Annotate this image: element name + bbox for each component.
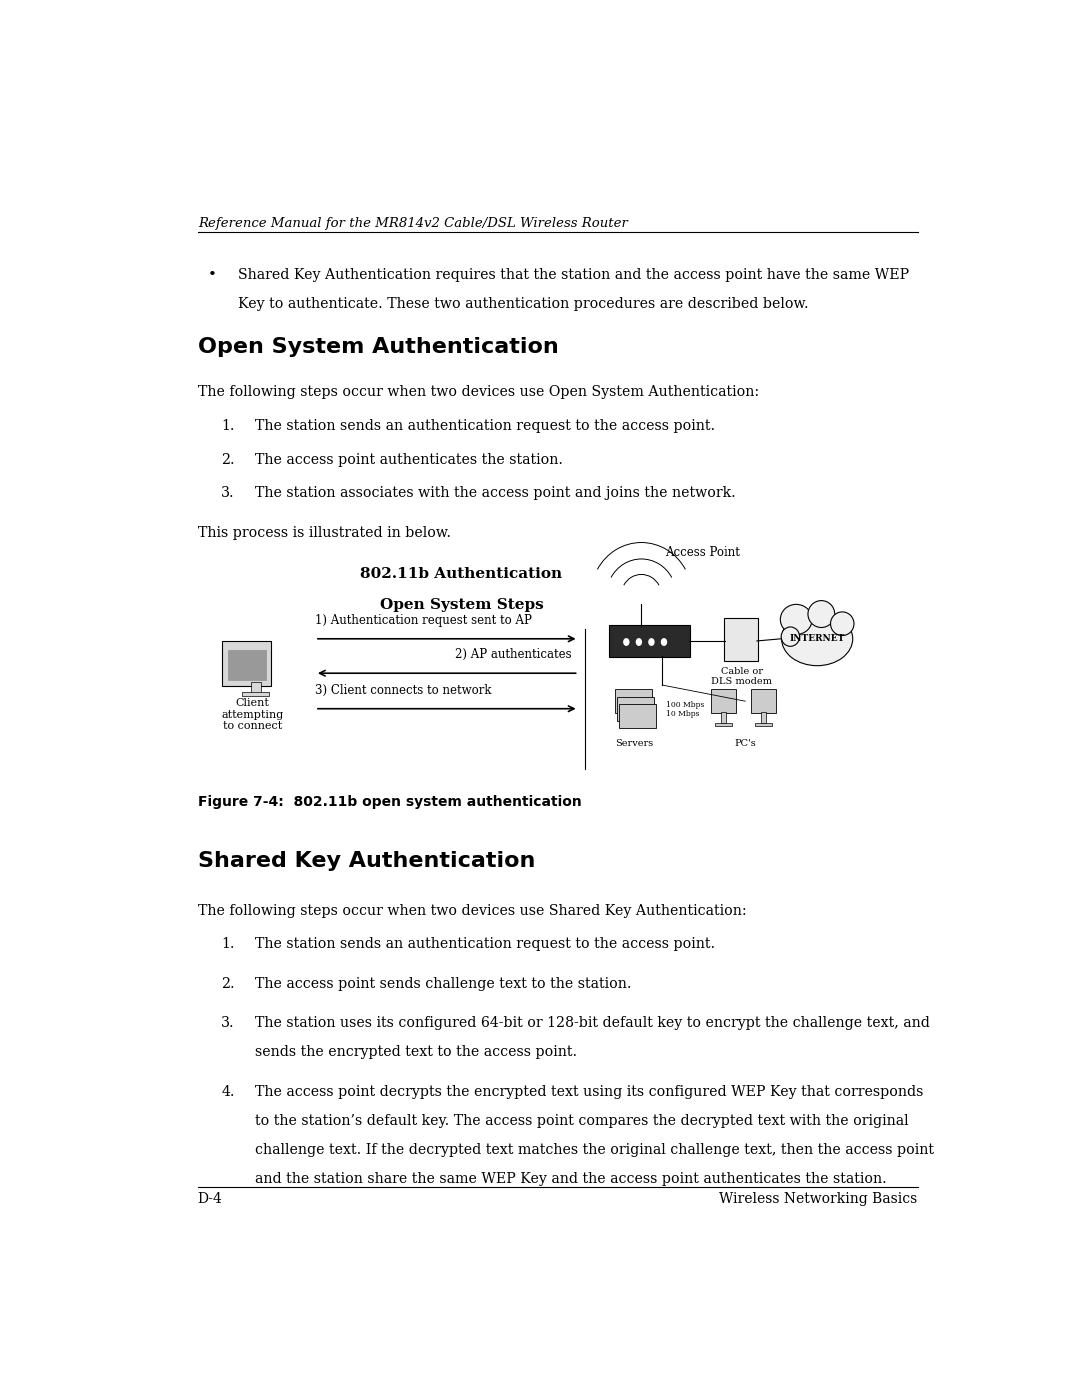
Text: 10 Mbps: 10 Mbps [666,710,700,718]
Bar [228,650,266,680]
Text: 1) Authentication request sent to AP: 1) Authentication request sent to AP [315,613,531,627]
Text: 3.: 3. [221,486,234,500]
Text: Servers: Servers [616,739,653,747]
Text: 802.11b Authentication: 802.11b Authentication [361,567,563,581]
Text: Open System Steps: Open System Steps [379,598,543,612]
Text: PC's: PC's [734,739,756,747]
FancyBboxPatch shape [609,624,690,657]
FancyBboxPatch shape [222,641,271,686]
Text: Wireless Networking Basics: Wireless Networking Basics [719,1192,918,1206]
Text: 2.: 2. [221,977,234,990]
FancyBboxPatch shape [711,689,735,712]
Ellipse shape [782,612,853,666]
Ellipse shape [808,601,835,627]
Text: Open System Authentication: Open System Authentication [198,337,558,356]
Text: INTERNET: INTERNET [789,634,845,643]
Text: Reference Manual for the MR814v2 Cable/DSL Wireless Router: Reference Manual for the MR814v2 Cable/D… [198,217,627,231]
Text: 2.: 2. [221,453,234,467]
Text: This process is illustrated in below.: This process is illustrated in below. [198,525,450,539]
Text: 1.: 1. [221,419,234,433]
Text: The following steps occur when two devices use Open System Authentication:: The following steps occur when two devic… [198,386,759,400]
Text: 3) Client connects to network: 3) Client connects to network [315,685,491,697]
Text: The access point decrypts the encrypted text using its configured WEP Key that c: The access point decrypts the encrypted … [255,1085,923,1099]
Text: •: • [207,268,217,282]
FancyBboxPatch shape [617,697,653,721]
Text: challenge text. If the decrypted text matches the original challenge text, then : challenge text. If the decrypted text ma… [255,1143,934,1157]
Text: D-4: D-4 [198,1192,222,1206]
FancyBboxPatch shape [616,689,652,712]
Text: The following steps occur when two devices use Shared Key Authentication:: The following steps occur when two devic… [198,904,746,918]
Ellipse shape [781,605,812,634]
Text: 1.: 1. [221,937,234,951]
Text: The access point sends challenge text to the station.: The access point sends challenge text to… [255,977,631,990]
Text: Shared Key Authentication requires that the station and the access point have th: Shared Key Authentication requires that … [238,268,909,282]
Text: Cable or
DLS modem: Cable or DLS modem [712,666,772,686]
Bar [755,722,772,726]
Bar [242,692,269,696]
Text: 4.: 4. [221,1085,234,1099]
Circle shape [661,638,666,645]
Ellipse shape [781,627,799,647]
Text: 2) AP authenticates: 2) AP authenticates [456,648,572,661]
Ellipse shape [831,612,854,636]
Text: 100 Mbps: 100 Mbps [666,701,705,710]
Bar [715,722,732,726]
Text: The station associates with the access point and joins the network.: The station associates with the access p… [255,486,735,500]
Text: Figure 7-4:  802.11b open system authentication: Figure 7-4: 802.11b open system authenti… [198,795,581,809]
Bar [251,682,261,693]
Text: Client
attempting
to connect: Client attempting to connect [221,698,283,731]
FancyBboxPatch shape [725,619,758,661]
Text: to the station’s default key. The access point compares the decrypted text with : to the station’s default key. The access… [255,1115,908,1129]
Circle shape [649,638,653,645]
Text: Access Point: Access Point [665,546,740,559]
Bar [761,712,766,722]
Text: Key to authenticate. These two authentication procedures are described below.: Key to authenticate. These two authentic… [238,296,809,310]
Text: 3.: 3. [221,1017,234,1031]
Text: and the station share the same WEP Key and the access point authenticates the st: and the station share the same WEP Key a… [255,1172,887,1186]
Text: The access point authenticates the station.: The access point authenticates the stati… [255,453,563,467]
FancyBboxPatch shape [751,689,777,712]
Text: sends the encrypted text to the access point.: sends the encrypted text to the access p… [255,1045,577,1059]
Text: The station uses its configured 64-bit or 128-bit default key to encrypt the cha: The station uses its configured 64-bit o… [255,1017,930,1031]
Text: Shared Key Authentication: Shared Key Authentication [198,851,536,870]
Text: The station sends an authentication request to the access point.: The station sends an authentication requ… [255,419,715,433]
Text: The station sends an authentication request to the access point.: The station sends an authentication requ… [255,937,715,951]
Circle shape [624,638,629,645]
Circle shape [636,638,642,645]
Bar [721,712,726,722]
FancyBboxPatch shape [619,704,656,728]
